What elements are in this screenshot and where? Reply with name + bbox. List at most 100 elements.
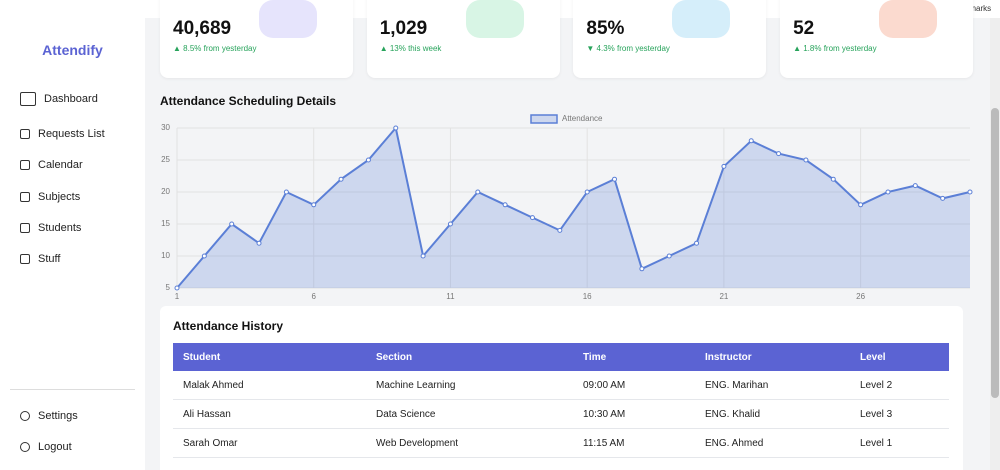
stat-change: ▲ 8.5% from yesterday bbox=[173, 44, 257, 53]
line bbox=[176, 125, 971, 289]
point bbox=[721, 163, 727, 169]
point bbox=[529, 215, 535, 221]
point bbox=[666, 253, 672, 259]
y-tick-label: 10 bbox=[161, 251, 170, 260]
nav-label: Requests List bbox=[38, 128, 105, 140]
table-cell: Level 2 bbox=[860, 379, 893, 391]
nav-icon bbox=[20, 129, 30, 139]
table-cell: Machine Learning bbox=[376, 379, 456, 391]
point bbox=[420, 253, 426, 259]
point bbox=[776, 151, 782, 157]
point bbox=[858, 202, 864, 208]
y-tick-label: 30 bbox=[161, 123, 170, 132]
header-cell: Section bbox=[376, 351, 413, 363]
point bbox=[283, 189, 289, 195]
nav-item[interactable]: Students bbox=[20, 222, 81, 234]
table-cell: ENG. Marihan bbox=[705, 379, 769, 391]
table-header: Student Section Time Instructor Level bbox=[173, 343, 949, 371]
header-cell: Instructor bbox=[705, 351, 752, 363]
table-cell: Ali Hassan bbox=[183, 408, 231, 420]
nav-icon bbox=[20, 160, 30, 170]
table-cell: Web Development bbox=[376, 437, 459, 449]
point bbox=[967, 189, 973, 195]
nav-label: Stuff bbox=[38, 253, 61, 265]
nav-item[interactable]: Settings bbox=[20, 410, 78, 422]
stat-change: ▲ 1.8% from yesterday bbox=[793, 44, 877, 53]
stat-card: 40,689 ▲ 8.5% from yesterday bbox=[160, 0, 353, 78]
nav-item[interactable]: Stuff bbox=[20, 253, 60, 265]
stat-card: 85% ▼ 4.3% from yesterday bbox=[573, 0, 767, 78]
point bbox=[584, 189, 590, 195]
point bbox=[612, 176, 618, 182]
y-tick-label: 25 bbox=[161, 155, 170, 164]
point bbox=[803, 157, 809, 163]
point bbox=[748, 138, 754, 144]
stat-change: ▲ 13% this week bbox=[379, 44, 442, 53]
stat-card: 1,029 ▲ 13% this week bbox=[366, 0, 560, 78]
x-tick-label: 16 bbox=[583, 292, 592, 301]
x-tick-label: 26 bbox=[856, 292, 865, 301]
plot-area bbox=[177, 128, 970, 288]
header-cell: Student bbox=[183, 351, 221, 363]
point bbox=[256, 240, 262, 246]
point bbox=[338, 176, 344, 182]
x-tick-label: 11 bbox=[446, 292, 455, 301]
table-title: Attendance History bbox=[173, 319, 284, 333]
point bbox=[174, 285, 180, 291]
nav-icon bbox=[20, 92, 36, 106]
scroll-thumb[interactable] bbox=[991, 108, 999, 398]
sidebar: Attendify Dashboard Requests List Calendar… bbox=[0, 0, 145, 470]
nav-label: Subjects bbox=[38, 191, 81, 203]
stat-value: 40,689 bbox=[173, 18, 232, 39]
area bbox=[177, 128, 970, 288]
point bbox=[502, 202, 508, 208]
point bbox=[639, 266, 645, 272]
table-cell: 11:15 AM bbox=[583, 437, 625, 449]
nav-label: Calendar bbox=[38, 159, 83, 171]
y-tick-label: 15 bbox=[161, 219, 170, 228]
stat-value: 52 bbox=[793, 18, 815, 39]
table-cell: Malak Ahmed bbox=[183, 379, 244, 391]
table-row: Ali Hassan Data Science 10:30 AM ENG. Khali… bbox=[173, 400, 949, 429]
stat-change: ▼ 4.3% from yesterday bbox=[586, 44, 670, 53]
table-cell: ENG. Khalid bbox=[705, 408, 761, 420]
stat-value: 1,029 bbox=[379, 18, 428, 39]
nav-icon bbox=[20, 254, 30, 264]
table-cell: Sarah Omar bbox=[183, 437, 238, 449]
nav-item[interactable]: Subjects bbox=[20, 191, 80, 203]
table-cell: ENG. Ahmed bbox=[705, 437, 764, 449]
nav-item[interactable]: Calendar bbox=[20, 159, 83, 171]
point bbox=[393, 125, 399, 131]
nav-item[interactable]: Logout bbox=[20, 441, 72, 453]
legend-swatch bbox=[530, 114, 558, 124]
chart-title: Attendance Scheduling Details bbox=[160, 94, 336, 108]
nav-label: Dashboard bbox=[44, 93, 98, 105]
scrollbar[interactable] bbox=[990, 18, 1000, 470]
x-tick-label: 21 bbox=[719, 292, 728, 301]
nav-icon bbox=[20, 223, 30, 233]
nav-item[interactable]: Dashboard bbox=[20, 92, 98, 106]
stat-card: 52 ▲ 1.8% from yesterday bbox=[780, 0, 974, 78]
header-cell: Level bbox=[860, 351, 886, 363]
y-tick-label: 20 bbox=[161, 187, 170, 196]
nav-item[interactable]: Requests List bbox=[20, 128, 105, 140]
table-cell: Level 1 bbox=[860, 437, 893, 449]
legend-label: Attendance bbox=[562, 114, 603, 123]
point bbox=[475, 189, 481, 195]
nav-label: Settings bbox=[38, 410, 78, 422]
stat-value: 85% bbox=[586, 18, 625, 39]
table-card: Attendance History Student Section Time Ins… bbox=[160, 306, 963, 470]
point bbox=[694, 240, 700, 246]
point bbox=[311, 202, 317, 208]
divider bbox=[10, 389, 135, 390]
y-tick-label: 5 bbox=[166, 283, 171, 292]
point bbox=[557, 227, 563, 233]
nav-label: Logout bbox=[38, 441, 72, 453]
stat-icon bbox=[465, 0, 524, 38]
point bbox=[447, 221, 453, 227]
table-row: Malak Ahmed Machine Learning 09:00 AM ENG. … bbox=[173, 371, 949, 400]
table-cell: 09:00 AM bbox=[583, 379, 626, 391]
point bbox=[940, 195, 946, 201]
nav-label: Students bbox=[38, 222, 82, 234]
